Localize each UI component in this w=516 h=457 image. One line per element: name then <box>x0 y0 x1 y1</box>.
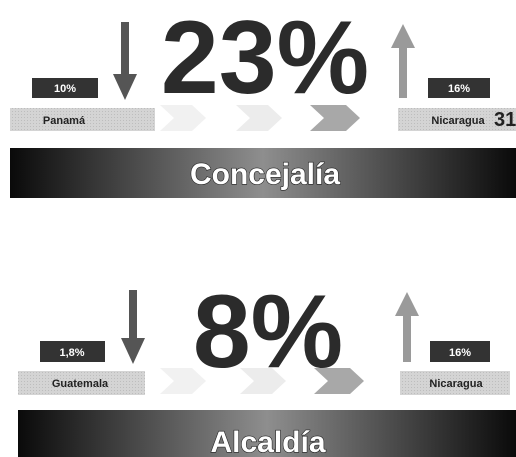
chevron <box>236 105 282 131</box>
right-label: Nicaragua <box>429 378 483 390</box>
chevron <box>160 368 206 394</box>
panel: 23% 10% Panamá 16% Nicaragua 31 Concejal… <box>10 0 516 198</box>
left-label: Panamá <box>43 115 86 127</box>
left-value: 10% <box>54 83 76 95</box>
left-value: 1,8% <box>59 347 84 359</box>
banner-text: Alcaldía <box>210 426 325 457</box>
big-percent: 23% <box>161 0 369 116</box>
label-box <box>398 108 516 131</box>
left-label: Guatemala <box>52 378 109 390</box>
side-number: 31 <box>494 109 516 131</box>
chevron <box>160 105 206 131</box>
right-value: 16% <box>449 347 471 359</box>
value-box <box>40 341 105 362</box>
label-box <box>400 371 510 395</box>
banner <box>18 410 516 457</box>
right-label: Nicaragua <box>431 115 485 127</box>
label-box <box>18 371 145 395</box>
up-arrow <box>391 24 415 98</box>
up-arrow <box>395 292 419 362</box>
down-arrow <box>113 22 137 100</box>
value-box <box>430 341 490 362</box>
value-box <box>32 78 98 98</box>
label-box <box>10 108 155 131</box>
panel: 8% 1,8% Guatemala 16% Nicaragua Alcaldía <box>18 274 516 457</box>
value-box <box>428 78 490 98</box>
banner-text: Concejalía <box>190 158 340 191</box>
chevron <box>240 368 286 394</box>
chevron <box>314 368 364 394</box>
banner <box>10 148 516 198</box>
chevron <box>310 105 360 131</box>
right-value: 16% <box>448 83 470 95</box>
down-arrow <box>121 290 145 364</box>
